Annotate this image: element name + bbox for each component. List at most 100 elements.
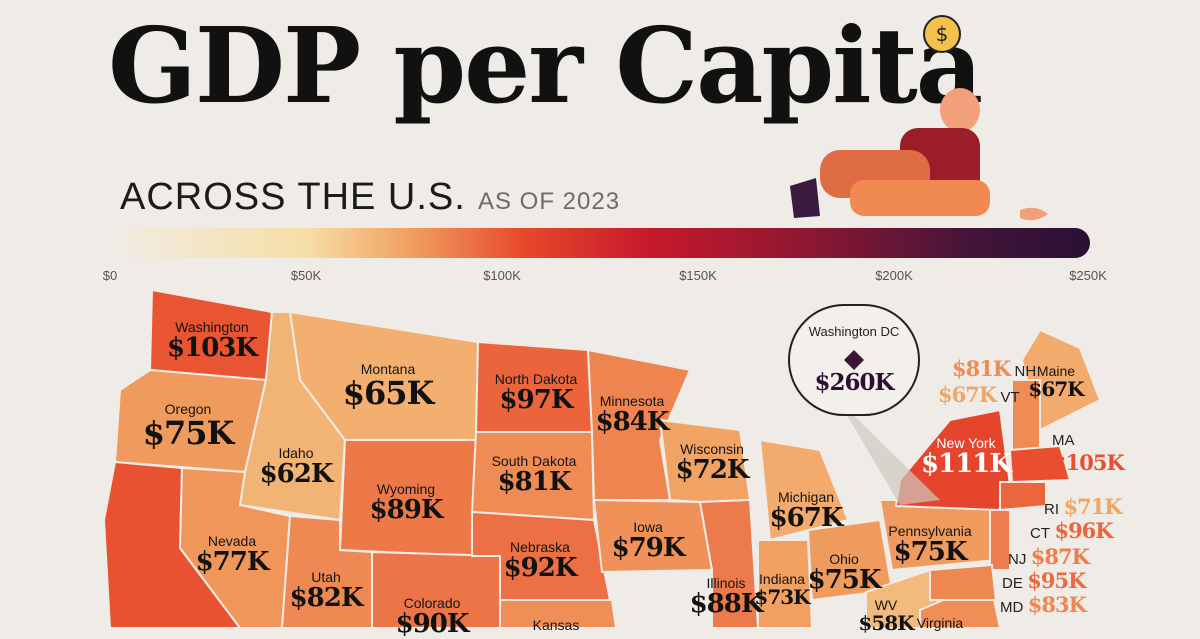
state-name: South Dakota (491, 453, 577, 469)
scale-tick: $250K (1069, 268, 1107, 283)
state-value: $77K (195, 546, 270, 577)
label-iowa: Iowa $79K (611, 519, 686, 563)
state-shape-illinois (698, 498, 760, 628)
label-wyoming: Wyoming $89K (369, 481, 444, 525)
dc-callout-pointer (838, 400, 940, 505)
state-value: $82K (289, 582, 364, 613)
scale-tick: $50K (290, 268, 322, 283)
color-scale-bar (110, 228, 1090, 258)
state-abbr: NJ (1008, 551, 1027, 568)
state-name: Maine (1036, 363, 1076, 379)
state-shape-kansas (499, 599, 618, 628)
state-value: $73K (754, 584, 810, 609)
label-south-dakota: South Dakota $81K (492, 454, 577, 496)
dc-shape-icon (844, 350, 864, 370)
label-oregon: Oregon $75K (142, 401, 235, 452)
chart-title: GDP per Capita (108, 4, 983, 127)
svg-text:$: $ (936, 22, 949, 46)
state-value: $89K (369, 494, 444, 525)
state-shape-new-jersey (989, 509, 1011, 571)
side-label-ri: RI $71K (1044, 494, 1123, 519)
state-name: Washington (175, 319, 249, 335)
state-value: $81K (952, 356, 1011, 381)
state-name: Oregon (164, 401, 212, 417)
label-kansas: Kansas (533, 618, 580, 633)
as-of-date: AS OF 2023 (478, 188, 621, 215)
label-wisconsin: Wisconsin $72K (675, 441, 750, 485)
state-value: $90K (395, 608, 470, 639)
state-value: $65K (342, 373, 435, 412)
chart-subtitle: ACROSS THE U.S. (120, 176, 466, 218)
state-value: $92K (503, 552, 578, 583)
state-name: Illinois (706, 575, 746, 591)
state-value: $72K (675, 454, 750, 485)
state-name: Wyoming (376, 481, 436, 497)
state-shape-connecticut (999, 481, 1047, 512)
label-virginia: Virginia (917, 616, 963, 631)
state-name: Utah (311, 569, 341, 585)
state-name: Iowa (633, 519, 663, 535)
state-value: $84K (595, 406, 670, 437)
state-value: $81K (497, 466, 572, 497)
state-value: $95K (1027, 568, 1086, 593)
state-value: $96K (1054, 518, 1113, 543)
state-value: $67K (1028, 376, 1084, 401)
state-value: $111K (921, 448, 1012, 479)
label-utah: Utah $82K (289, 569, 364, 613)
state-name: Montana (360, 361, 416, 377)
state-name: Indiana (759, 571, 805, 587)
state-value: $87K (1030, 544, 1090, 569)
state-name: Minnesota (599, 393, 665, 409)
state-name: Ohio (829, 551, 859, 567)
state-name: Michigan (777, 489, 835, 505)
state-name: Kansas (532, 617, 580, 633)
side-label-ma: MA $105K (1052, 432, 1125, 475)
state-name: Virginia (916, 615, 964, 631)
label-indiana: Indiana $73K (754, 571, 810, 609)
state-value: $88K (689, 588, 764, 619)
state-abbr: RI (1044, 501, 1059, 518)
state-abbr: MA (1052, 432, 1075, 449)
side-label-ct: CT $96K (1030, 518, 1114, 543)
state-shape-maine (1020, 328, 1102, 432)
label-west-virginia: WV $58K (858, 597, 914, 634)
state-abbr: VT (1000, 389, 1020, 406)
state-shape-michigan (758, 438, 850, 542)
state-abbr: DE (1002, 575, 1023, 592)
scale-tick: $100K (483, 268, 521, 283)
label-idaho: Idaho $62K (260, 446, 334, 488)
state-name: WV (874, 597, 898, 613)
state-value: $97K (499, 384, 574, 415)
state-name: North Dakota (494, 371, 578, 387)
label-minnesota: Minnesota $84K (595, 393, 670, 437)
scale-tick: $0 (102, 268, 118, 283)
state-value: $79K (611, 532, 686, 563)
scale-tick: $200K (875, 268, 913, 283)
state-value: $75K (893, 536, 968, 567)
side-label-nh: $81K NH (952, 356, 1036, 381)
state-value: $105K (1052, 450, 1125, 475)
state-abbr: NH (1014, 363, 1037, 380)
state-name: New York (936, 435, 996, 451)
state-value: $67K (938, 382, 997, 407)
state-shape-colorado (371, 550, 501, 628)
scale-tick: $150K (679, 268, 717, 283)
state-name: Pennsylvania (888, 523, 972, 539)
label-pennsylvania: Pennsylvania $75K (888, 524, 971, 566)
state-value: $75K (142, 413, 235, 452)
state-name: Wisconsin (680, 441, 744, 457)
state-name: Colorado (403, 595, 461, 611)
state-abbr: CT (1030, 525, 1050, 542)
label-michigan: Michigan $67K (769, 489, 844, 533)
label-maine: Maine $67K (1028, 363, 1084, 401)
label-colorado: Colorado $90K (395, 595, 470, 639)
state-value: $103K (167, 332, 258, 363)
state-value: $67K (769, 502, 844, 533)
label-nevada: Nevada $77K (195, 534, 270, 577)
state-shape-massachusetts (1008, 444, 1072, 484)
label-ohio: Ohio $75K (807, 551, 882, 595)
state-value: $75K (807, 564, 882, 595)
state-value: $83K (1027, 592, 1087, 617)
state-abbr: MD (1000, 599, 1024, 616)
